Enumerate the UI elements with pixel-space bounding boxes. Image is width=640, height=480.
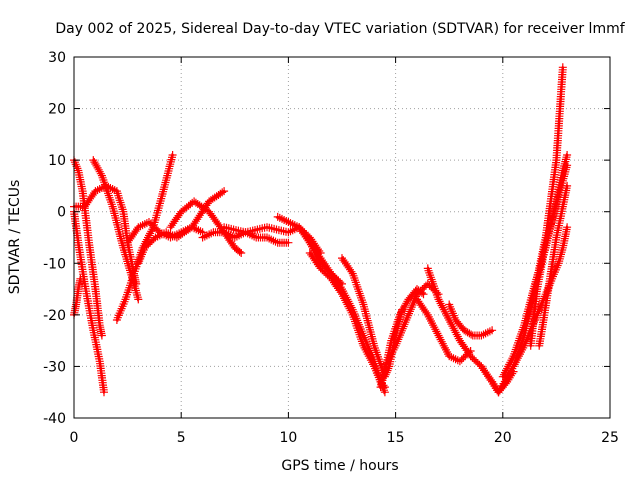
series-arc-9 — [166, 197, 246, 257]
plus-markers — [535, 181, 572, 350]
series-arc-1 — [70, 156, 106, 340]
plus-markers — [526, 161, 572, 350]
x-tick-label: 10 — [279, 430, 297, 446]
x-tick-label: 0 — [70, 430, 79, 446]
y-tick-label: 0 — [57, 205, 66, 221]
plus-markers — [445, 300, 497, 340]
y-tick-label: 30 — [48, 50, 66, 66]
series-arc-18 — [413, 295, 475, 366]
series-arc-7 — [134, 187, 229, 268]
series-arc-8 — [123, 218, 207, 247]
series-line — [297, 225, 387, 394]
series-arc-14 — [305, 249, 389, 392]
plus-markers — [134, 187, 229, 268]
x-axis-title: GPS time / hours — [281, 458, 398, 474]
plus-markers — [413, 295, 475, 366]
x-tick-label: 15 — [387, 430, 405, 446]
series-arc-20 — [445, 300, 497, 340]
grid — [74, 57, 610, 418]
series-arc-26 — [526, 161, 572, 350]
y-tick-label: -10 — [43, 256, 66, 272]
data-series — [70, 63, 572, 397]
x-tick-label: 5 — [177, 430, 186, 446]
series-arc-5 — [89, 156, 143, 304]
y-tick-label: 10 — [48, 153, 66, 169]
y-tick-label: -20 — [43, 308, 66, 324]
axis-ticks: 0 5 10 15 20 25 -40 -30 -20 -10 0 10 20 30 — [43, 50, 619, 446]
plus-markers — [305, 249, 389, 392]
plot-frame — [73, 56, 611, 419]
y-tick-label: 20 — [48, 102, 66, 118]
chart-title: Day 002 of 2025, Sidereal Day-to-day VTE… — [55, 21, 625, 37]
series-arc-3 — [70, 274, 85, 319]
y-tick-label: -30 — [43, 359, 66, 375]
y-tick-label: -40 — [43, 411, 66, 427]
series-arc-25 — [535, 181, 572, 350]
plus-markers — [123, 218, 207, 247]
x-tick-label: 20 — [494, 430, 512, 446]
plus-markers — [89, 156, 143, 304]
x-tick-label: 25 — [601, 430, 619, 446]
y-axis-title: SDTVAR / TECUs — [7, 180, 23, 295]
